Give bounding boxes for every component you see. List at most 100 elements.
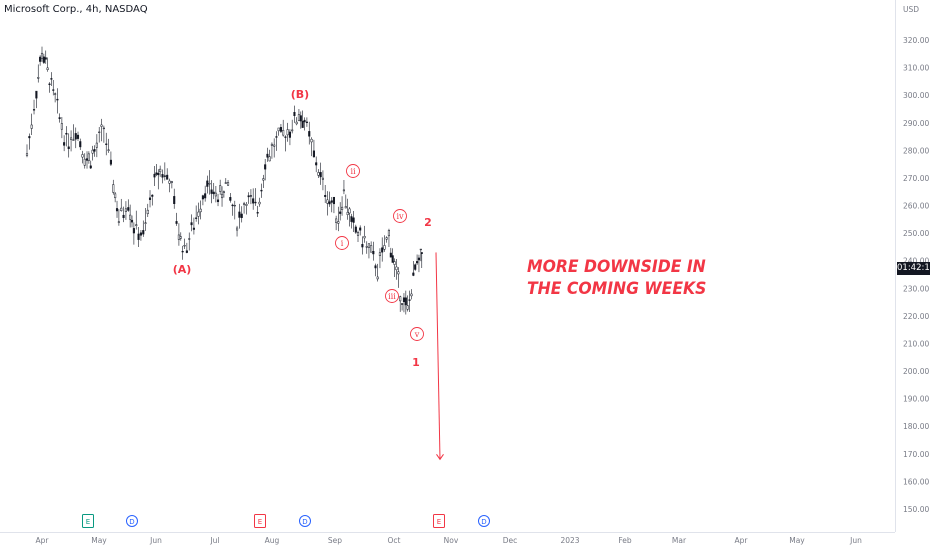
candle-body — [188, 238, 191, 240]
candle-body — [151, 194, 154, 197]
candle-body — [206, 180, 209, 187]
event-marker-letter: D — [481, 518, 486, 526]
candle-body — [201, 195, 204, 200]
candle-body — [346, 212, 349, 215]
candle-body — [417, 257, 421, 261]
candle-body — [56, 98, 59, 101]
candle-body — [44, 57, 47, 60]
x-tick-label: Nov — [444, 536, 459, 545]
candle-body — [359, 227, 362, 231]
candle-body — [288, 131, 291, 138]
candle-body — [212, 191, 215, 195]
candle-body — [58, 117, 61, 119]
candle-body — [387, 230, 391, 237]
y-tick-label: 280.00 — [903, 146, 929, 155]
candle-body — [393, 261, 396, 265]
candle-body — [408, 299, 411, 301]
candle-body — [317, 172, 320, 176]
candle-body — [231, 204, 234, 207]
candle-body — [301, 121, 304, 128]
candle-body — [166, 174, 169, 180]
candle-body — [397, 271, 400, 275]
projection-arrow-line — [435, 252, 441, 460]
candle-body — [135, 224, 138, 226]
candle-body — [32, 109, 36, 111]
candle-body — [70, 137, 73, 140]
x-tick-label: Apr — [36, 536, 50, 545]
candle-body — [297, 114, 300, 121]
candle-body — [226, 182, 230, 186]
y-tick-label: 270.00 — [903, 174, 929, 183]
wave-circle-marker — [410, 327, 424, 341]
y-tick-label: 150.00 — [903, 505, 929, 514]
x-tick-label: Oct — [388, 536, 401, 545]
price-candles — [25, 46, 423, 315]
candle-body — [148, 197, 152, 200]
candle-body — [220, 193, 224, 199]
candle-body — [319, 172, 322, 178]
annotation-line-2: THE COMING WEEKS — [527, 279, 707, 299]
x-tick-label: Sep — [328, 536, 342, 545]
candle-body — [337, 221, 340, 224]
candle-body — [361, 244, 364, 248]
candle-body — [65, 132, 68, 135]
candle-body — [339, 211, 342, 214]
y-axis-unit: USD — [903, 5, 919, 14]
candle-body — [161, 174, 164, 178]
candle-body — [63, 142, 66, 146]
candle-body — [342, 189, 345, 192]
candle-body — [102, 127, 105, 130]
candle-body — [175, 221, 178, 224]
candle-body — [402, 297, 406, 302]
candle-body — [115, 208, 119, 212]
candle-body — [273, 144, 276, 147]
candle-body — [363, 236, 366, 239]
candle-body — [208, 183, 211, 185]
wave-label: 1 — [412, 356, 420, 369]
candle-body — [91, 149, 94, 154]
wave-label: ⅲ — [388, 292, 396, 301]
forecast-annotation: MORE DOWNSIDE IN THE COMING WEEKS — [527, 256, 706, 300]
candle-body — [30, 124, 33, 129]
candle-body — [122, 214, 125, 218]
candle-body — [112, 184, 115, 193]
wave-circle-marker — [385, 289, 399, 303]
candle-body — [159, 168, 162, 173]
event-marker-letter: E — [86, 518, 90, 526]
candle-body — [222, 191, 225, 193]
x-tick-label: 2023 — [560, 536, 579, 545]
symbol-title: Microsoft Corp., 4h, NASDAQ — [4, 4, 148, 15]
candle-body — [35, 90, 38, 99]
candle-body — [74, 133, 77, 140]
candle-body — [72, 139, 75, 141]
candle-body — [303, 119, 306, 123]
candle-body — [256, 212, 259, 214]
candle-body — [305, 121, 308, 123]
candle-body — [25, 153, 29, 156]
y-tick-label: 240.00 — [903, 257, 929, 266]
candle-body — [389, 252, 392, 258]
candle-body — [79, 141, 82, 148]
candle-body — [214, 192, 217, 197]
candle-body — [401, 303, 404, 305]
candle-body — [124, 208, 127, 212]
candle-body — [238, 211, 241, 218]
annotation-line-1: MORE DOWNSIDE IN — [527, 257, 706, 277]
wave-circle-marker — [346, 164, 360, 178]
candle-body — [132, 228, 135, 234]
candle-body — [28, 136, 31, 139]
event-marker-letter: D — [129, 518, 134, 526]
candle-body — [144, 222, 147, 224]
y-tick-label: 260.00 — [903, 202, 929, 211]
y-tick-label: 210.00 — [903, 339, 929, 348]
candle-body — [173, 196, 176, 204]
candle-body — [385, 237, 388, 240]
y-tick-label: 180.00 — [903, 422, 929, 431]
event-marker-letter: E — [437, 518, 441, 526]
candle-body — [129, 214, 132, 220]
wave-circle-marker — [335, 236, 349, 250]
candle-body — [42, 56, 45, 63]
candle-body — [107, 149, 110, 151]
candle-body — [247, 195, 250, 198]
